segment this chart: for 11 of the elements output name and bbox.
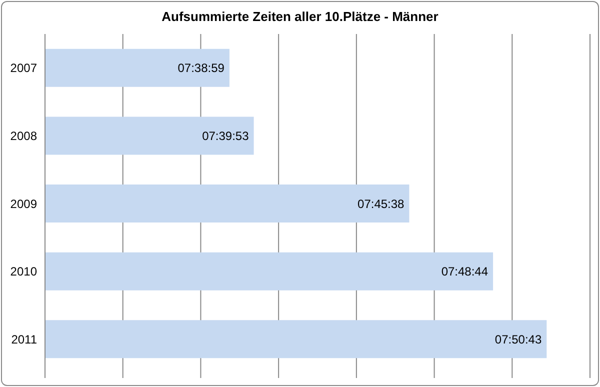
y-tick-label: 2008 <box>10 128 38 143</box>
data-label: 07:48:44 <box>441 264 488 279</box>
chart-title: Aufsummierte Zeiten aller 10.Plätze - Männer <box>160 9 440 24</box>
y-tick-label: 2010 <box>10 264 38 279</box>
data-label: 07:39:53 <box>202 128 250 143</box>
data-label: 07:45:38 <box>358 196 405 211</box>
data-label: 07:50:43 <box>494 332 542 346</box>
data-label: 07:38:59 <box>178 61 225 76</box>
y-tick-label: 2011 <box>11 332 38 346</box>
y-tick-label: 2007 <box>10 61 38 76</box>
y-tick-label: 2009 <box>10 196 38 211</box>
